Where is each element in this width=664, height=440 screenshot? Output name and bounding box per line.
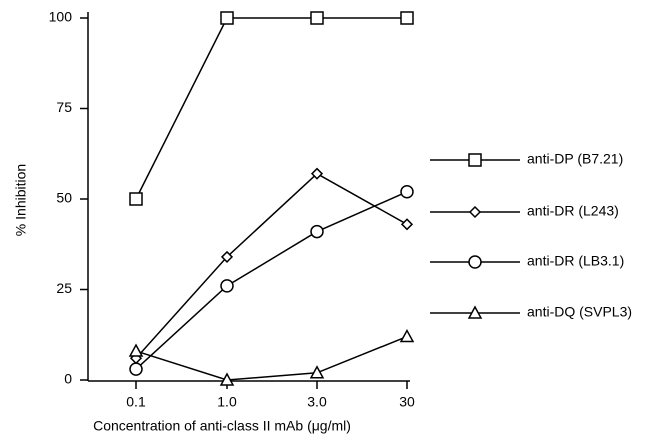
legend-marker: [468, 205, 482, 219]
marker: [310, 11, 324, 25]
legend-marker: [468, 153, 482, 167]
marker: [128, 343, 144, 357]
x-tick-label: 30: [399, 394, 415, 410]
legend-marker: [467, 305, 483, 319]
y-tick-label: 75: [56, 99, 72, 115]
legend-marker: [468, 255, 482, 269]
marker: [220, 279, 234, 293]
marker: [309, 365, 325, 379]
marker: [219, 372, 235, 386]
marker: [220, 11, 234, 25]
series-line: [135, 172, 408, 359]
x-tick-label: 1.0: [217, 394, 237, 410]
legend-label: anti-DR (LB3.1): [527, 253, 624, 269]
legend-label: anti-DQ (SVPL3): [527, 304, 632, 320]
marker: [129, 362, 143, 376]
y-tick-label: 25: [56, 280, 72, 296]
marker: [400, 218, 414, 231]
legend-label: anti-DP (B7.21): [527, 151, 623, 167]
marker: [399, 328, 415, 343]
marker: [310, 167, 324, 180]
y-tick-label: 100: [49, 9, 73, 25]
series-line: [135, 17, 407, 200]
x-axis-label: Concentration of anti-class II mAb (μg/m…: [93, 418, 351, 434]
y-tick-label: 0: [64, 371, 72, 387]
marker: [400, 11, 414, 25]
marker: [220, 250, 234, 263]
series-line: [135, 191, 408, 370]
marker: [310, 224, 324, 239]
y-tick-label: 50: [56, 190, 72, 206]
legend-label: anti-DR (L243): [527, 203, 619, 219]
series-line: [135, 335, 408, 381]
marker: [129, 192, 143, 206]
y-axis-label: % Inhibition: [13, 164, 29, 236]
x-tick-label: 0.1: [126, 394, 146, 410]
x-tick-label: 3.0: [307, 394, 327, 410]
marker: [400, 185, 414, 199]
